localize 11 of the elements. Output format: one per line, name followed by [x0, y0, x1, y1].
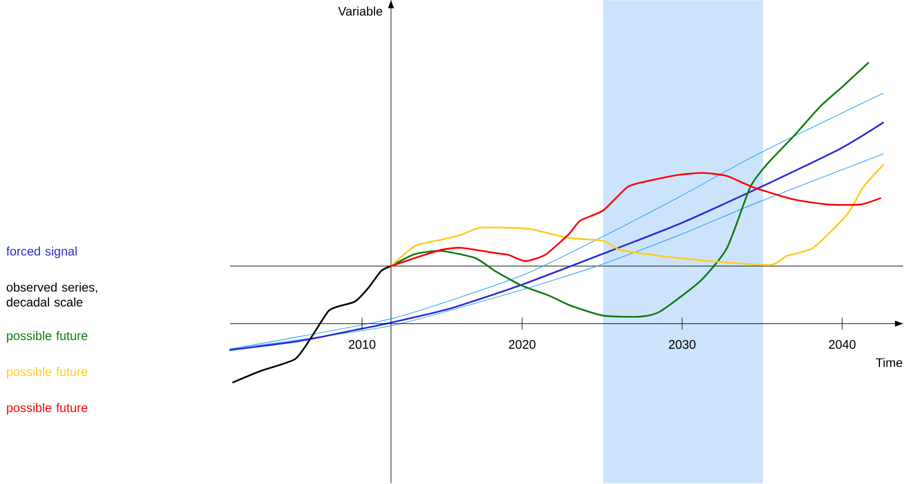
text: forced signal — [6, 246, 77, 258]
x-tick-label: 2020 — [508, 340, 536, 350]
text: possible future — [7, 403, 88, 415]
y-axis-title: Variable — [338, 6, 382, 16]
text: observed series, decadal scale — [6, 282, 98, 307]
x-axis-title: Time — [876, 358, 902, 368]
text: possible future — [7, 367, 88, 379]
text: possible future — [7, 331, 88, 343]
x-tick-label: 2010 — [348, 340, 376, 350]
x-tick-label: 2030 — [668, 340, 696, 350]
x-tick-label: 2040 — [828, 340, 856, 350]
